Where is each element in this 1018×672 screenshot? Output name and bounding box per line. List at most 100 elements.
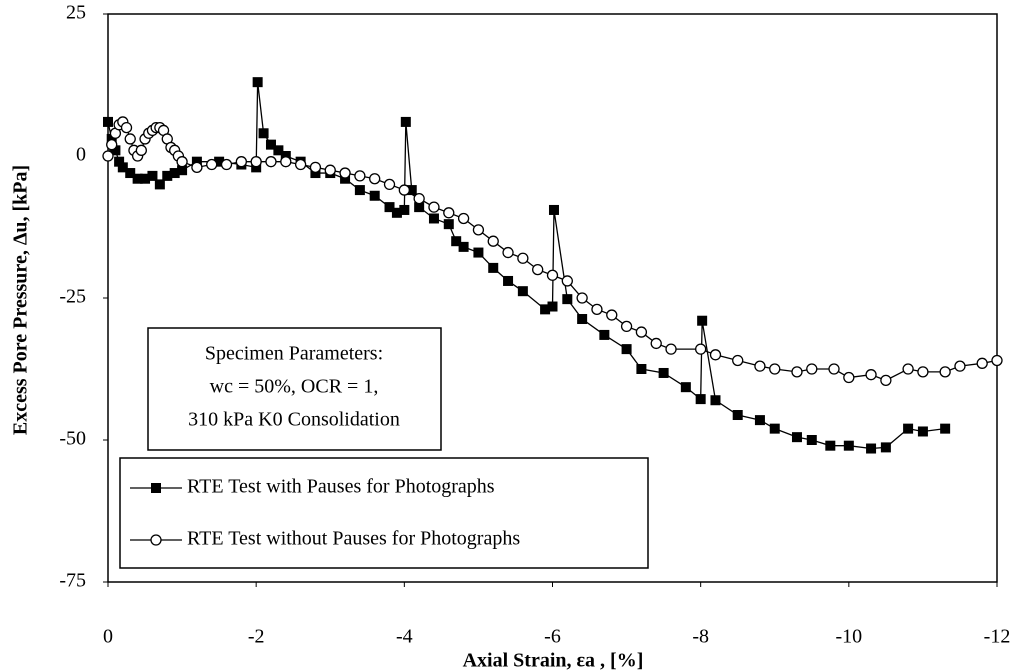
x-tick-label: -8 — [692, 626, 709, 648]
y-tick-label: 0 — [76, 144, 86, 166]
marker — [132, 173, 143, 184]
marker — [258, 128, 269, 139]
annotation-box — [147, 327, 442, 451]
y-tick-label: -50 — [59, 428, 86, 450]
marker — [457, 212, 470, 225]
marker — [754, 360, 766, 372]
marker — [806, 363, 818, 375]
x-tick-label: -4 — [396, 626, 413, 648]
marker — [917, 426, 928, 437]
marker — [176, 156, 188, 168]
marker — [843, 440, 854, 451]
marker — [280, 156, 292, 168]
marker — [443, 219, 454, 230]
marker — [576, 292, 588, 304]
marker — [540, 304, 551, 315]
marker — [398, 184, 410, 196]
legend-marker — [151, 483, 161, 493]
marker — [488, 262, 499, 273]
marker — [903, 423, 914, 434]
marker — [546, 269, 559, 281]
marker — [451, 236, 462, 247]
x-tick-label: -2 — [248, 626, 265, 648]
marker — [309, 161, 322, 174]
marker — [265, 156, 277, 168]
marker — [866, 443, 877, 454]
marker — [621, 344, 632, 355]
marker — [250, 156, 262, 168]
marker — [340, 173, 351, 184]
marker — [976, 357, 988, 369]
marker — [399, 204, 410, 215]
marker — [206, 158, 218, 171]
marker — [902, 363, 914, 375]
marker — [294, 158, 307, 171]
marker — [413, 192, 425, 205]
marker — [591, 303, 603, 316]
marker — [709, 349, 722, 361]
marker — [658, 367, 669, 378]
marker — [939, 366, 951, 378]
marker — [732, 354, 744, 367]
marker — [458, 241, 469, 252]
marker — [252, 77, 263, 88]
marker — [169, 168, 180, 179]
marker — [665, 343, 677, 355]
marker — [280, 151, 291, 161]
marker — [251, 162, 262, 173]
marker — [606, 309, 618, 321]
marker — [106, 133, 117, 144]
marker — [695, 394, 706, 405]
marker — [599, 329, 610, 340]
marker — [754, 415, 765, 426]
marker — [577, 314, 588, 325]
marker — [843, 371, 855, 384]
marker — [487, 235, 499, 247]
marker — [191, 156, 202, 167]
marker — [710, 395, 721, 406]
marker — [147, 170, 158, 181]
marker — [697, 315, 708, 326]
marker — [695, 343, 707, 355]
marker — [954, 360, 966, 372]
marker — [791, 366, 803, 378]
legend-box — [119, 457, 649, 569]
marker — [991, 354, 1003, 367]
marker — [414, 202, 425, 213]
marker — [865, 369, 877, 381]
marker — [548, 204, 559, 215]
marker — [114, 156, 125, 167]
marker — [769, 363, 781, 375]
marker — [220, 158, 233, 171]
marker — [517, 252, 529, 264]
marker — [791, 432, 802, 443]
marker — [391, 207, 402, 218]
marker — [532, 263, 544, 276]
marker — [125, 168, 136, 179]
marker — [384, 202, 395, 213]
marker — [635, 326, 648, 338]
marker — [561, 275, 573, 287]
y-tick-label: 25 — [66, 2, 86, 24]
marker — [473, 247, 484, 258]
marker — [400, 116, 411, 127]
annotation-text: Specimen Parameters: — [205, 343, 383, 365]
marker — [428, 201, 440, 213]
marker — [191, 161, 203, 174]
marker — [117, 162, 128, 173]
marker — [235, 156, 248, 168]
marker — [547, 301, 558, 312]
marker — [636, 364, 647, 374]
marker — [406, 185, 417, 196]
marker — [154, 179, 165, 190]
x-tick-label: -10 — [835, 626, 862, 648]
marker — [162, 170, 173, 181]
marker — [214, 156, 225, 167]
marker — [369, 190, 380, 201]
legend-label: RTE Test without Pauses for Photographs — [187, 528, 520, 550]
marker — [354, 170, 366, 182]
marker — [110, 145, 121, 156]
marker — [517, 286, 528, 297]
marker — [310, 168, 321, 179]
marker — [562, 294, 573, 305]
